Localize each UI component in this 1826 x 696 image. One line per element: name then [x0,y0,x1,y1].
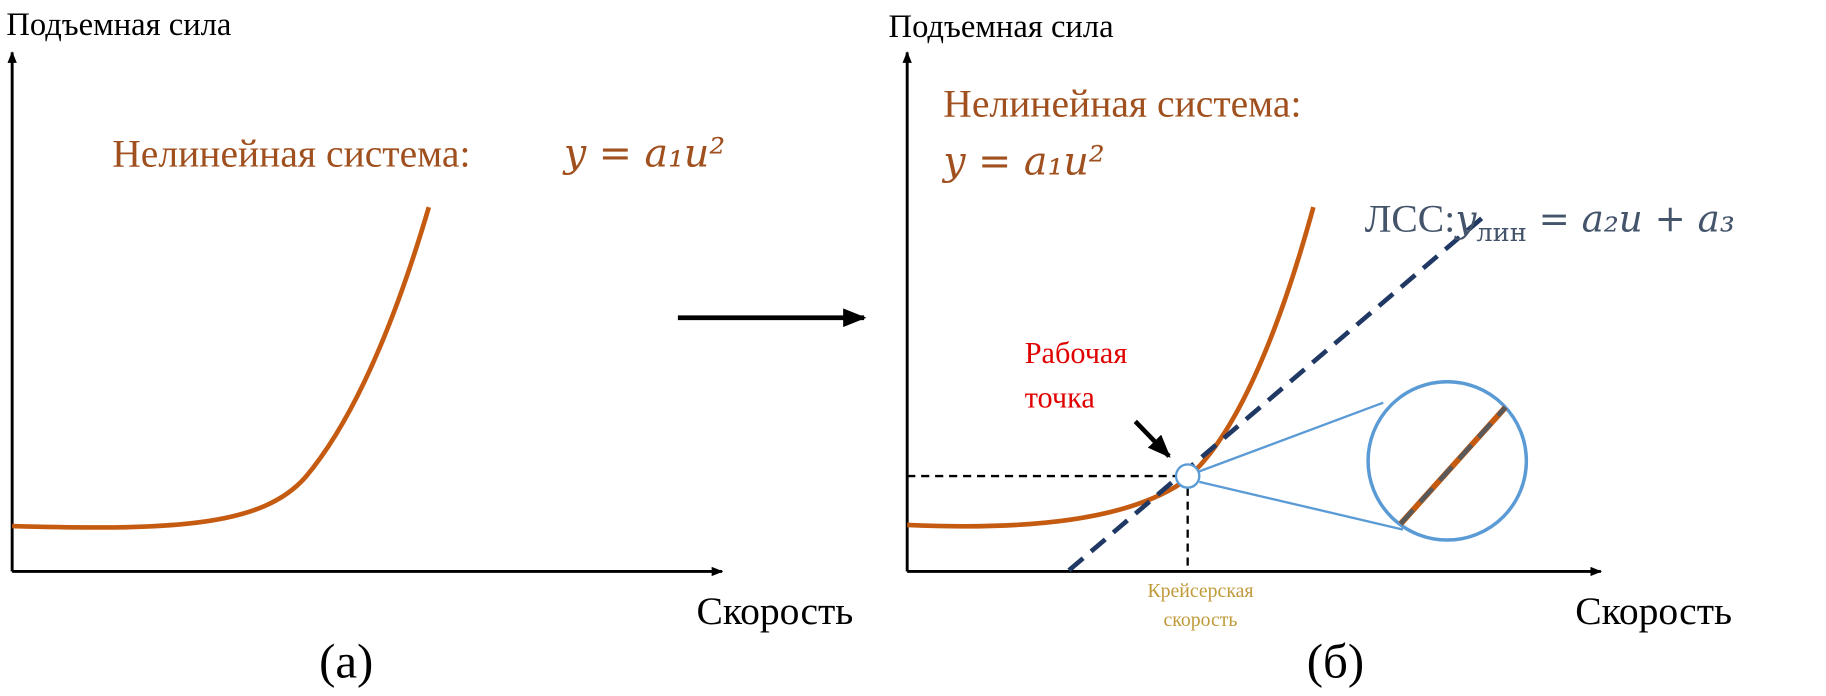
formula-subscript: лин [1476,218,1526,248]
nonlinear-curve [12,206,432,530]
zoom-line [1199,480,1404,531]
zoom-line [1198,401,1384,473]
pointer-arrow [1133,419,1171,458]
panel-b: Подъемная сила Нелинейная система: y = a… [889,9,1735,688]
cruise-speed-label: скорость [1164,609,1238,631]
zoom-circle [1366,380,1529,542]
linear-label: ЛСС: [1365,197,1456,241]
x-axis-label: Скорость [1575,589,1732,633]
caption: (а) [319,633,373,688]
y-axis-label: Подъемная сила [889,9,1115,45]
formula-part: = a₂u + a₃ [1527,197,1735,241]
x-axis-label: Скорость [697,589,854,633]
formula: y = a₁u² [562,130,725,176]
system-label: Нелинейная система: [112,131,470,175]
y-axis-label: Подъемная сила [6,7,232,43]
zoom-linear [1398,405,1508,526]
operating-point-label: Рабочая [1025,336,1128,370]
formula-part: y [1453,197,1477,241]
caption: (б) [1307,633,1364,688]
system-label: Нелинейная система: [943,81,1301,125]
cruise-speed-label: Крейсерская [1147,580,1253,602]
formula: y = a₁u² [941,139,1104,185]
nonlinear-curve [907,206,1316,529]
linear-approximation [1067,211,1490,573]
linear-formula: yлин = a₂u + a₃ [1453,197,1734,248]
operating-point [1174,463,1201,489]
operating-point-label: точка [1025,380,1096,414]
panel-a: Подъемная сила Нелинейная система: y = a… [6,7,853,688]
